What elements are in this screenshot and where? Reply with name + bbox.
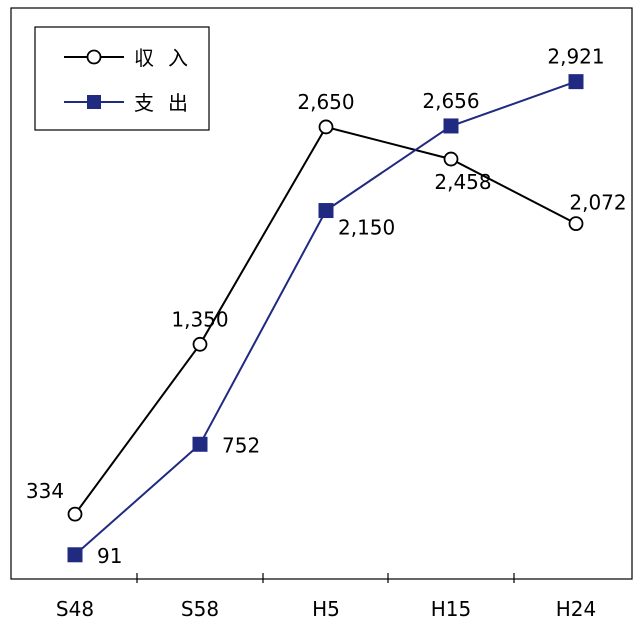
series-layer bbox=[67, 74, 584, 563]
data-point bbox=[443, 151, 459, 167]
legend: 収入 支出 bbox=[34, 26, 210, 131]
legend-label-income: 収入 bbox=[134, 46, 202, 70]
x-tick-label: H24 bbox=[556, 597, 597, 619]
data-label: 2,650 bbox=[297, 90, 354, 114]
x-tick-label: H15 bbox=[431, 597, 472, 619]
data-labels: 334 1,350 2,650 2,458 2,072 91 752 2,150 2,656 2,… bbox=[26, 45, 627, 568]
legend-marker-expense bbox=[87, 95, 101, 109]
legend-box bbox=[34, 26, 210, 131]
x-axis-labels: S48 S58 H5 H15 H24 bbox=[56, 597, 596, 619]
data-label: 334 bbox=[26, 479, 64, 503]
legend-label-expense: 支出 bbox=[134, 91, 202, 115]
x-tick-label: H5 bbox=[312, 597, 340, 619]
series-income bbox=[67, 119, 584, 522]
data-point bbox=[192, 436, 208, 452]
data-label: 91 bbox=[97, 544, 122, 568]
data-label: 2,458 bbox=[434, 170, 491, 194]
data-label: 2,921 bbox=[547, 45, 604, 69]
data-label: 2,656 bbox=[422, 89, 479, 113]
data-point bbox=[67, 547, 83, 563]
data-point bbox=[568, 216, 584, 231]
x-tick-label: S48 bbox=[56, 597, 94, 619]
legend-marker-income bbox=[86, 49, 102, 65]
data-point bbox=[318, 119, 334, 135]
data-point bbox=[67, 506, 83, 522]
data-label: 2,150 bbox=[338, 216, 395, 240]
data-label: 752 bbox=[222, 433, 260, 457]
data-label: 2,072 bbox=[569, 191, 626, 215]
x-tick-label: S58 bbox=[181, 597, 219, 619]
data-point bbox=[318, 203, 334, 219]
series-expense bbox=[67, 74, 584, 563]
data-point bbox=[192, 336, 208, 352]
x-axis-ticks bbox=[136, 573, 515, 583]
data-label: 1,350 bbox=[171, 307, 228, 331]
data-point bbox=[443, 118, 459, 134]
data-point bbox=[568, 74, 584, 90]
